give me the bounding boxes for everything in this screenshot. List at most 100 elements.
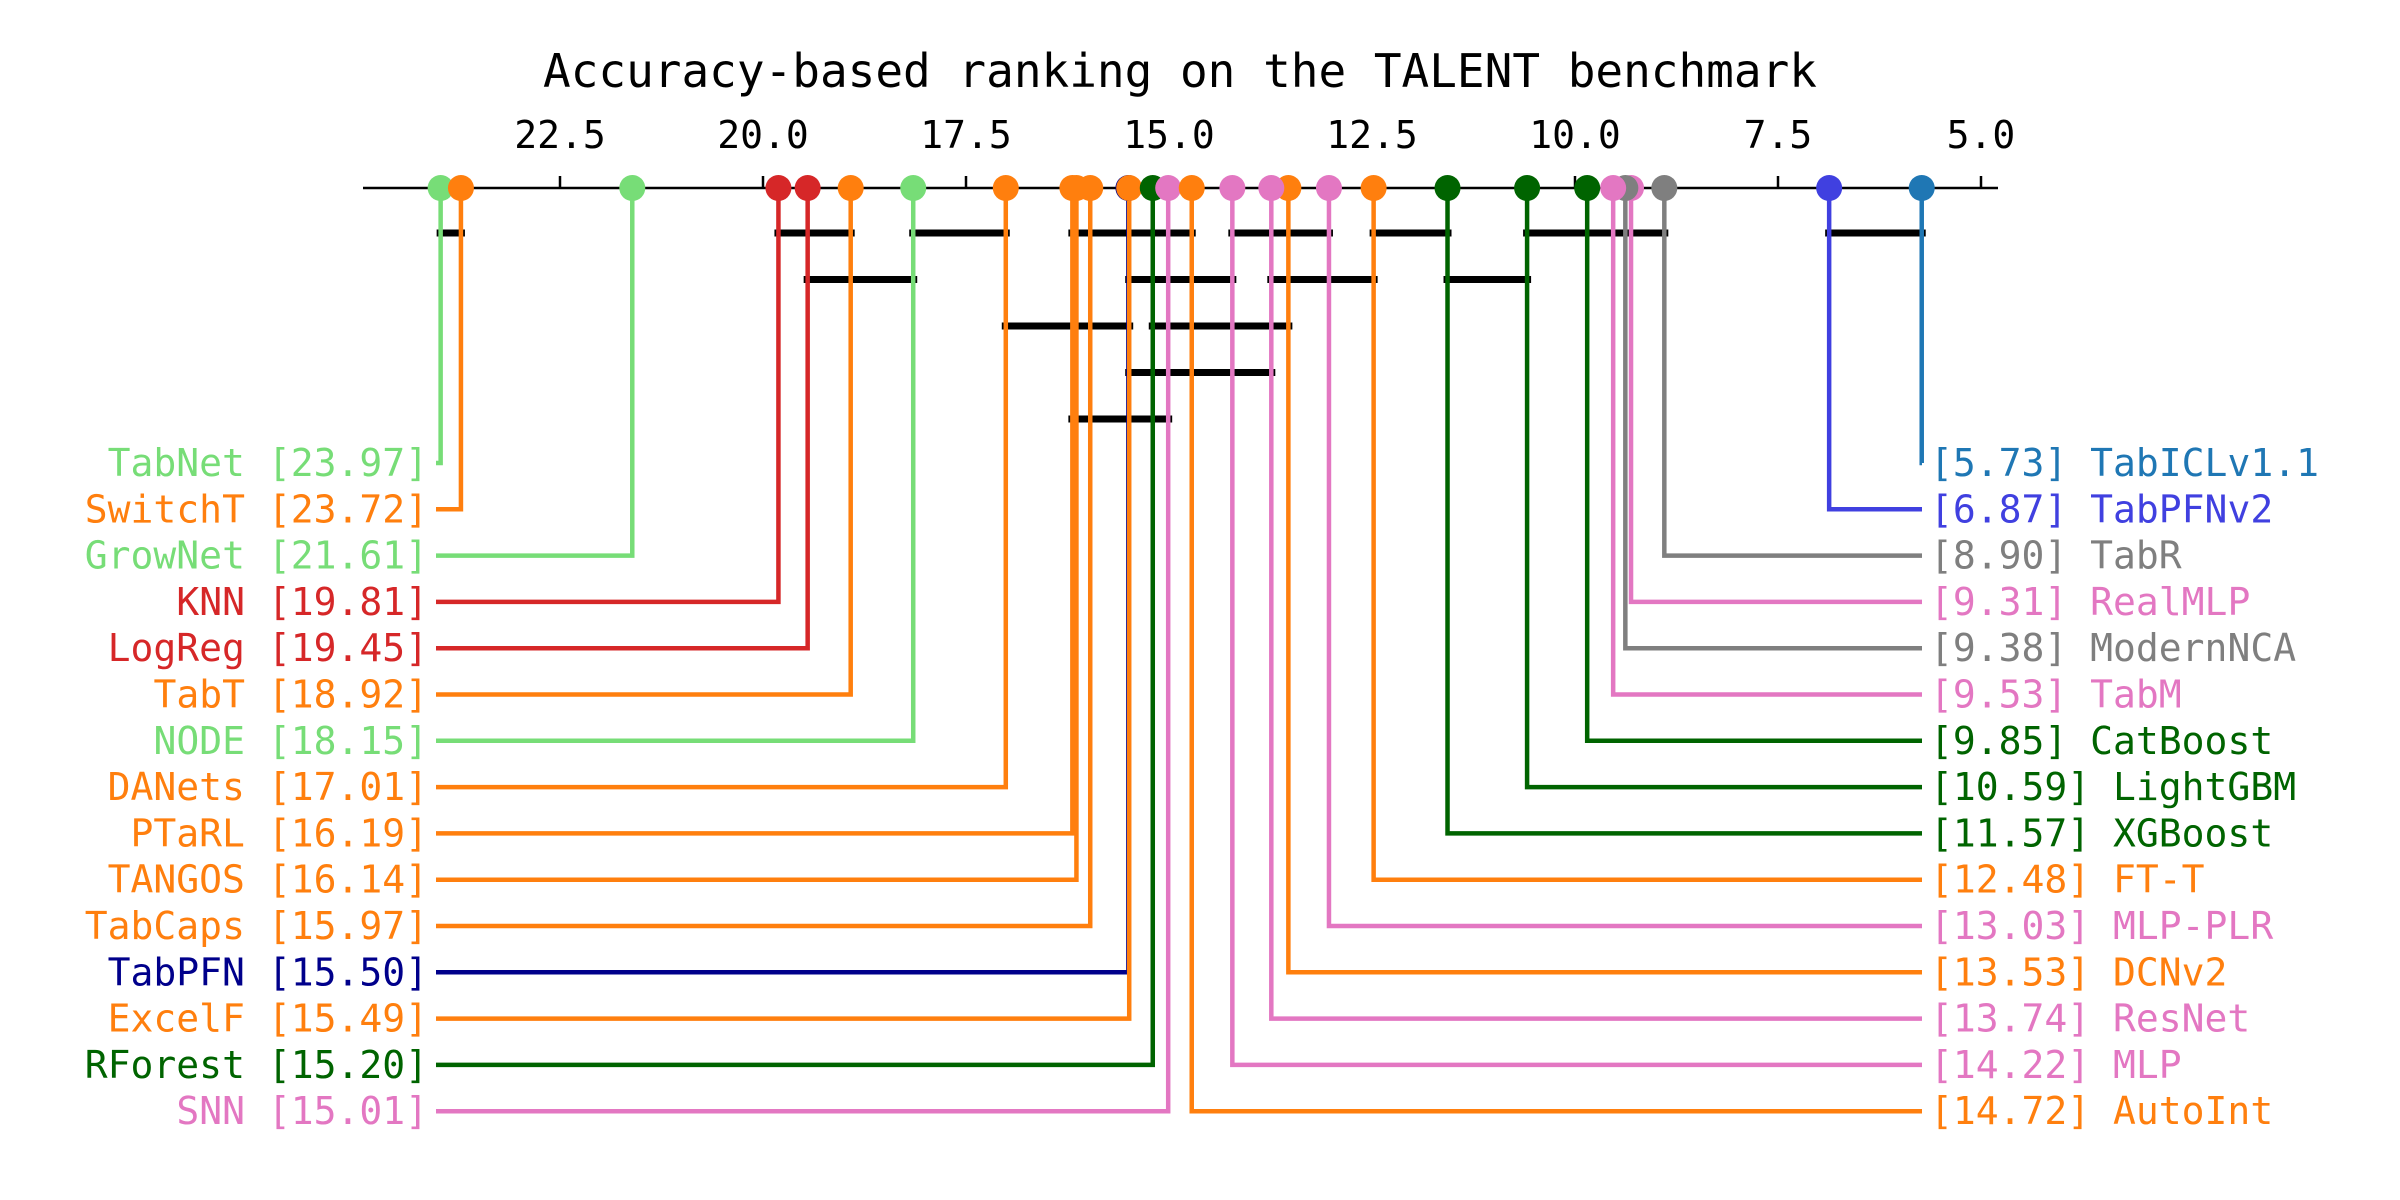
connector-dcnv2 bbox=[1286, 188, 1922, 975]
connector-tabpfn bbox=[436, 188, 1131, 975]
method-rank: 13.03 bbox=[1953, 904, 2067, 948]
rank-point-mlp-plr bbox=[1315, 175, 1342, 201]
method-rank: 8.90 bbox=[1953, 534, 2045, 578]
rank-point-excelf bbox=[1116, 175, 1143, 201]
method-name: PTaRL bbox=[131, 811, 268, 855]
method-label-tangos: TANGOS [16.14] bbox=[108, 858, 428, 902]
tick-label: 15.0 bbox=[1123, 113, 1215, 157]
method-rank: 17.01 bbox=[291, 765, 405, 809]
rank-point-tabiclv1-1 bbox=[1908, 175, 1935, 201]
rank-point-snn bbox=[1155, 175, 1182, 201]
method-name: TabT bbox=[153, 673, 267, 717]
method-name: GrowNet bbox=[85, 534, 268, 578]
method-name: ResNet bbox=[2113, 997, 2250, 1041]
method-name: LightGBM bbox=[2113, 765, 2296, 809]
connector-ptarl bbox=[436, 188, 1075, 836]
method-name: DCNv2 bbox=[2113, 950, 2227, 994]
connector-realmlp bbox=[1628, 188, 1922, 605]
method-label-tabiclv1-1: [5.73] TabICLv1.1 bbox=[1930, 441, 2319, 485]
rank-point-mlp bbox=[1219, 175, 1246, 201]
method-rank: 15.50 bbox=[291, 950, 405, 994]
connector-tabr bbox=[1662, 188, 1922, 558]
method-name: TabICLv1.1 bbox=[2090, 441, 2319, 485]
rank-point-autoint bbox=[1178, 175, 1205, 201]
method-rank: 15.49 bbox=[291, 997, 405, 1041]
method-label-tabr: [8.90] TabR bbox=[1930, 534, 2182, 578]
method-name: TabM bbox=[2090, 673, 2182, 717]
rank-point-grownet bbox=[619, 175, 646, 201]
method-label-switcht: SwitchT [23.72] bbox=[85, 487, 428, 531]
axis-ticks: 22.5 20.0 17.5 15.0 12.5 10.0 7.5 5.0 bbox=[514, 113, 2015, 188]
method-label-danets: DANets [17.01] bbox=[108, 765, 428, 809]
method-name: TANGOS bbox=[108, 858, 268, 902]
connector-mlp bbox=[1230, 188, 1922, 1068]
method-rank: 21.61 bbox=[291, 534, 405, 578]
connector-switcht bbox=[436, 188, 464, 512]
connector-autoint bbox=[1189, 188, 1922, 1114]
method-label-autoint: [14.72] AutoInt bbox=[1930, 1089, 2273, 1133]
tick-label: 12.5 bbox=[1326, 113, 1418, 157]
method-label-ptarl: PTaRL [16.19] bbox=[131, 811, 428, 855]
method-rank: 15.97 bbox=[291, 904, 405, 948]
tick-label: 5.0 bbox=[1947, 113, 2016, 157]
method-label-logreg: LogReg [19.45] bbox=[108, 626, 428, 670]
method-rank: 15.01 bbox=[291, 1089, 405, 1133]
method-connectors bbox=[436, 188, 1924, 1114]
method-name: DANets bbox=[108, 765, 268, 809]
rank-point-tabm bbox=[1600, 175, 1627, 201]
method-rank: 10.59 bbox=[1953, 765, 2067, 809]
method-label-grownet: GrowNet [21.61] bbox=[85, 534, 428, 578]
method-rank: 14.22 bbox=[1953, 1043, 2067, 1087]
method-label-tabnet: TabNet [23.97] bbox=[108, 441, 428, 485]
connector-logreg bbox=[436, 188, 810, 651]
method-name: MLP-PLR bbox=[2113, 904, 2273, 948]
rank-point-catboost bbox=[1574, 175, 1601, 201]
method-name: NODE bbox=[153, 719, 267, 763]
rank-point-logreg bbox=[794, 175, 821, 201]
method-name: RForest bbox=[85, 1043, 268, 1087]
method-rank: 16.14 bbox=[291, 858, 405, 902]
method-name: XGBoost bbox=[2113, 811, 2273, 855]
connector-snn bbox=[436, 188, 1171, 1114]
method-rank: 23.72 bbox=[291, 487, 405, 531]
method-name: SNN bbox=[176, 1089, 268, 1133]
method-name: SwitchT bbox=[85, 487, 268, 531]
method-label-excelf: ExcelF [15.49] bbox=[108, 997, 428, 1041]
method-label-xgboost: [11.57] XGBoost bbox=[1930, 811, 2273, 855]
method-label-lightgbm: [10.59] LightGBM bbox=[1930, 765, 2296, 809]
method-rank: 5.73 bbox=[1953, 441, 2045, 485]
method-label-tabcaps: TabCaps [15.97] bbox=[85, 904, 428, 948]
rank-point-knn bbox=[765, 175, 792, 201]
method-name: TabNet bbox=[108, 441, 268, 485]
tick-label: 10.0 bbox=[1529, 113, 1621, 157]
method-label-tabpfnv2: [6.87] TabPFNv2 bbox=[1930, 487, 2273, 531]
method-rank: 15.20 bbox=[291, 1043, 405, 1087]
method-name: TabR bbox=[2090, 534, 2182, 578]
rank-point-danets bbox=[992, 175, 1019, 201]
method-name: RealMLP bbox=[2090, 580, 2250, 624]
method-rank: 13.74 bbox=[1953, 997, 2067, 1041]
method-rank: 13.53 bbox=[1953, 950, 2067, 994]
connector-danets bbox=[436, 188, 1009, 790]
connector-tangos bbox=[436, 188, 1079, 882]
rank-point-tabpfnv2 bbox=[1816, 175, 1843, 201]
method-label-ft-t: [12.48] FT-T bbox=[1930, 858, 2205, 902]
connector-excelf bbox=[436, 188, 1132, 1021]
method-label-tabt: TabT [18.92] bbox=[153, 673, 428, 717]
tick-label: 7.5 bbox=[1744, 113, 1813, 157]
method-rank: 9.31 bbox=[1953, 580, 2045, 624]
method-rank: 12.48 bbox=[1953, 858, 2067, 902]
method-label-rforest: RForest [15.20] bbox=[85, 1043, 428, 1087]
method-label-tabpfn: TabPFN [15.50] bbox=[108, 950, 428, 994]
connector-tabnet bbox=[436, 188, 443, 466]
method-label-tabm: [9.53] TabM bbox=[1930, 673, 2182, 717]
rank-point-tabt bbox=[837, 175, 864, 201]
method-rank: 19.45 bbox=[291, 626, 405, 670]
method-name: FT-T bbox=[2113, 858, 2205, 902]
method-name: TabCaps bbox=[85, 904, 268, 948]
method-rank: 19.81 bbox=[291, 580, 405, 624]
rank-point-switcht bbox=[447, 175, 474, 201]
method-rank: 14.72 bbox=[1953, 1089, 2067, 1133]
rank-point-lightgbm bbox=[1514, 175, 1541, 201]
